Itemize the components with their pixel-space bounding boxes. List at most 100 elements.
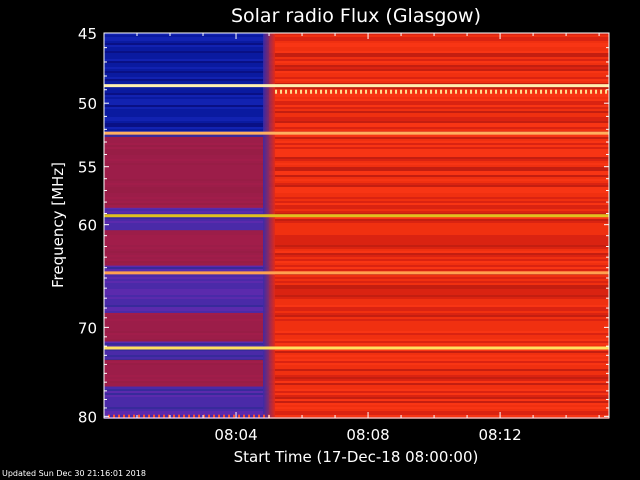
texture-row-before [104, 391, 270, 393]
texture-row-after [269, 99, 609, 101]
dot-80mhz [178, 414, 180, 418]
texture-row-after [269, 315, 609, 317]
dot-49mhz [485, 89, 488, 94]
texture-row-after [269, 237, 609, 239]
texture-row-before [104, 297, 270, 299]
dot-80mhz [128, 414, 130, 418]
texture-row-after [269, 377, 609, 379]
texture-row-after [269, 51, 609, 53]
x-axis-ticks: 08:04 08:08 08:12 [136, 33, 600, 444]
texture-row-after [269, 219, 609, 221]
texture-row-after [269, 205, 609, 207]
texture-row-after [269, 403, 609, 405]
texture-row-after [269, 207, 609, 209]
dot-80mhz [123, 414, 125, 418]
texture-row-after [269, 213, 609, 215]
texture-row-after [269, 269, 609, 271]
dot-49mhz [475, 89, 478, 94]
dot-49mhz [415, 89, 418, 94]
texture-row-after [269, 141, 609, 143]
texture-row-after [269, 153, 609, 155]
y-axis-ticks: 45 50 55 60 70 80 [78, 25, 609, 426]
texture-row-before [104, 411, 270, 413]
texture-row-after [269, 45, 609, 47]
dot-49mhz [515, 89, 518, 94]
texture-row-before [104, 309, 270, 311]
texture-row-after [269, 411, 609, 413]
texture-row-before [104, 305, 270, 307]
texture-row-after [269, 415, 609, 417]
texture-row-after [269, 339, 609, 341]
texture-row-before [104, 389, 270, 391]
texture-row-after [269, 293, 609, 295]
before-red-band [104, 359, 270, 387]
texture-row-after [269, 393, 609, 395]
texture-row-after [269, 401, 609, 403]
y-tick-label: 55 [78, 159, 97, 177]
texture-row-after [269, 399, 609, 401]
texture-row-before [104, 207, 270, 209]
dot-49mhz [555, 89, 558, 94]
dot-49mhz [365, 89, 368, 94]
texture-row-before [104, 105, 270, 107]
x-tick-label: 08:12 [478, 426, 521, 444]
texture-row-after [269, 289, 609, 291]
dot-49mhz [500, 89, 503, 94]
dot-49mhz [425, 89, 428, 94]
spectrogram-plot-area [104, 33, 609, 419]
dot-80mhz [213, 414, 215, 418]
texture-row-after [269, 267, 609, 269]
dot-80mhz [183, 414, 185, 418]
texture-row-after [269, 291, 609, 293]
dot-80mhz [173, 414, 175, 418]
texture-row-after [269, 43, 609, 45]
dot-80mhz [193, 414, 195, 418]
x-tick-label: 08:08 [346, 426, 389, 444]
texture-row-after [269, 61, 609, 63]
dot-49mhz [330, 89, 333, 94]
texture-row-after [269, 151, 609, 153]
before-red-band [104, 312, 270, 342]
dot-49mhz [490, 89, 493, 94]
dot-80mhz [158, 414, 160, 418]
dot-49mhz [470, 89, 473, 94]
dot-49mhz [535, 89, 538, 94]
texture-row-after [269, 167, 609, 169]
dot-49mhz [310, 89, 313, 94]
texture-row-after [269, 313, 609, 315]
texture-row-before [104, 101, 270, 103]
texture-row-before [104, 51, 270, 53]
dot-49mhz [360, 89, 363, 94]
texture-row-after [269, 37, 609, 39]
dot-80mhz [243, 414, 245, 418]
texture-row-after [269, 255, 609, 257]
dot-80mhz [138, 414, 140, 418]
texture-row-before [104, 211, 270, 213]
dot-80mhz [148, 414, 150, 418]
dot-80mhz [118, 414, 120, 418]
texture-row-after [269, 111, 609, 113]
texture-row-after [269, 319, 609, 321]
dot-80mhz [228, 414, 230, 418]
texture-row-after [269, 369, 609, 371]
dot-80mhz [218, 414, 220, 418]
dot-49mhz [495, 89, 498, 94]
dot-49mhz [375, 89, 378, 94]
dot-49mhz [575, 89, 578, 94]
texture-row-after [269, 67, 609, 69]
before-red-band [104, 230, 270, 266]
dot-80mhz [233, 414, 235, 418]
dot-49mhz [300, 89, 303, 94]
plot-frame [103, 32, 610, 419]
texture-row-after [269, 407, 609, 409]
texture-row-after [269, 217, 609, 219]
texture-row-after [269, 143, 609, 145]
texture-row-before [104, 341, 270, 343]
texture-row-after [269, 397, 609, 399]
texture-row-after [269, 253, 609, 255]
texture-row-after [269, 359, 609, 361]
region-before-low-freq [104, 33, 270, 132]
texture-row-after [269, 59, 609, 61]
texture-row-after [269, 261, 609, 263]
texture-row-before [104, 117, 270, 119]
